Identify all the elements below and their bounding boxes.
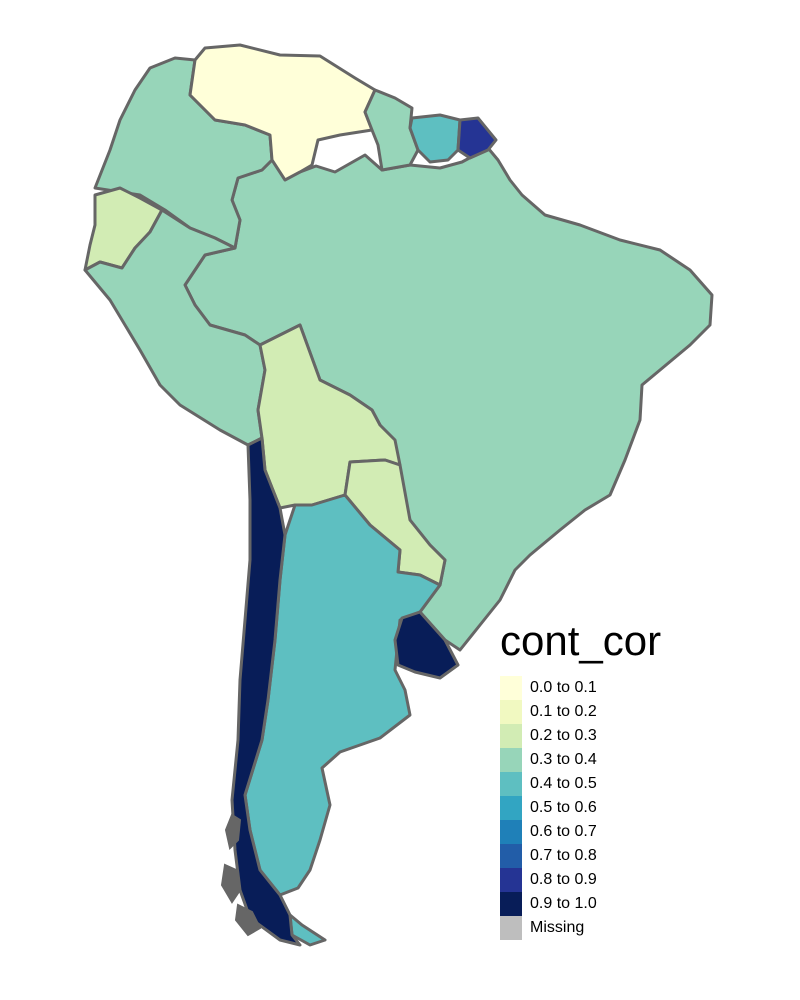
country-chile <box>230 436 302 947</box>
legend-item: 0.9 to 1.0 <box>500 892 661 916</box>
legend-label: Missing <box>530 919 585 936</box>
legend-item: 0.7 to 0.8 <box>500 844 661 868</box>
legend-item: 0.8 to 0.9 <box>500 868 661 892</box>
legend-title: cont_cor <box>500 617 662 664</box>
country-venezuela <box>188 43 377 182</box>
legend-swatch <box>500 748 522 772</box>
legend-swatch <box>500 868 522 892</box>
legend-item: 0.1 to 0.2 <box>500 700 661 724</box>
legend-item: 0.4 to 0.5 <box>500 772 661 796</box>
legend-swatch <box>500 676 522 700</box>
country-peru <box>83 208 267 447</box>
legend-swatch <box>500 796 522 820</box>
legend-label: 0.5 to 0.6 <box>530 799 597 816</box>
legend-swatch <box>500 772 522 796</box>
legend-swatch <box>500 916 522 940</box>
legend-item: 0.5 to 0.6 <box>500 796 661 820</box>
country-guyana <box>363 88 420 172</box>
legend-label: 0.0 to 0.1 <box>530 679 597 696</box>
legend-item: 0.0 to 0.1 <box>500 676 661 700</box>
legend-item: Missing <box>500 916 661 940</box>
legend-label: 0.2 to 0.3 <box>530 727 597 744</box>
legend-swatch <box>500 700 522 724</box>
legend-items: 0.0 to 0.1 0.1 to 0.2 0.2 to 0.3 0.3 to … <box>500 676 661 940</box>
legend-label: 0.1 to 0.2 <box>530 703 597 720</box>
legend-label: 0.3 to 0.4 <box>530 751 597 768</box>
legend-label: 0.4 to 0.5 <box>530 775 597 792</box>
legend-label: 0.7 to 0.8 <box>530 847 597 864</box>
legend-label: 0.6 to 0.7 <box>530 823 597 840</box>
country-uruguay <box>393 610 460 680</box>
legend: cont_cor 0.0 to 0.1 0.1 to 0.2 0.2 to 0.… <box>500 620 661 940</box>
legend-label: 0.9 to 1.0 <box>530 895 597 912</box>
legend-swatch <box>500 892 522 916</box>
country-suriname <box>408 113 462 164</box>
legend-swatch <box>500 724 522 748</box>
legend-item: 0.2 to 0.3 <box>500 724 661 748</box>
legend-swatch <box>500 844 522 868</box>
legend-item: 0.3 to 0.4 <box>500 748 661 772</box>
legend-label: 0.8 to 0.9 <box>530 871 597 888</box>
legend-swatch <box>500 820 522 844</box>
legend-item: 0.6 to 0.7 <box>500 820 661 844</box>
country-french-guiana <box>456 116 498 160</box>
chile-islands <box>220 813 262 937</box>
